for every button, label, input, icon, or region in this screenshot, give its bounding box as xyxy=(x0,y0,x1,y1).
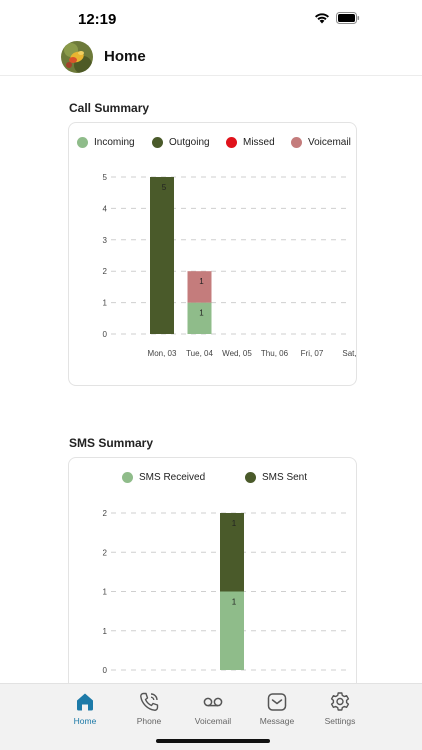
legend-missed[interactable]: Missed xyxy=(226,137,275,148)
call-summary-title: Call Summary xyxy=(69,101,150,115)
call-chart-data-label: 1 xyxy=(199,309,204,318)
call-chart-y-tick-label: 2 xyxy=(103,267,108,276)
call-chart-x-tick-label: Sat, xyxy=(342,349,356,358)
call-chart-x-tick-label: Wed, 05 xyxy=(222,349,252,358)
legend-sms-received-label: SMS Received xyxy=(139,472,206,483)
avatar[interactable] xyxy=(61,41,93,73)
tab-settings-label: Settings xyxy=(324,716,356,726)
call-chart-x-tick-label: Fri, 07 xyxy=(301,349,324,358)
call-chart-y-tick-label: 5 xyxy=(103,173,108,182)
call-chart-x-tick-label: Thu, 06 xyxy=(261,349,289,358)
tab-bar: Home Phone Voicemail Message Settings xyxy=(0,683,422,750)
tab-settings[interactable]: Settings xyxy=(308,684,372,734)
legend-sms-received-dot xyxy=(122,472,133,483)
legend-incoming-label: Incoming xyxy=(94,137,135,148)
gear-icon xyxy=(330,692,350,711)
sms-chart-bar-sms-sent xyxy=(220,513,244,592)
call-chart-x-tick-label: Mon, 03 xyxy=(148,349,177,358)
avatar-image xyxy=(61,41,93,73)
tab-home[interactable]: Home xyxy=(53,684,117,734)
tab-voicemail-label: Voicemail xyxy=(194,716,232,726)
app-header: Home xyxy=(0,38,422,76)
sms-chart-y-tick-label: 1 xyxy=(103,627,108,636)
legend-voicemail-label: Voicemail xyxy=(308,137,351,148)
call-summary-chart: 0 1 2 3 4 5 Mon, 03 Tue, 04 Wed, 05 Thu, 06 Fri, 0… xyxy=(103,173,357,358)
call-chart-y-tick-label: 1 xyxy=(103,299,108,308)
tab-voicemail[interactable]: Voicemail xyxy=(181,684,245,734)
legend-sms-sent-dot xyxy=(245,472,256,483)
legend-outgoing-label: Outgoing xyxy=(169,137,210,148)
sms-chart-y-tick-label: 2 xyxy=(103,509,108,518)
call-summary-card: Incoming Outgoing Missed Voicemail 0 1 2 3 4… xyxy=(68,122,357,386)
legend-sms-sent[interactable]: SMS Sent xyxy=(245,472,307,483)
tab-phone[interactable]: Phone xyxy=(117,684,181,734)
sms-chart-y-tick-label: 1 xyxy=(103,588,108,597)
voicemail-icon xyxy=(203,697,223,707)
home-icon xyxy=(77,693,93,711)
phone-icon xyxy=(140,692,159,711)
tab-home-label: Home xyxy=(73,716,97,726)
call-chart-data-label: 5 xyxy=(162,183,167,192)
message-icon xyxy=(267,693,287,711)
tab-message[interactable]: Message xyxy=(245,684,309,734)
sms-chart-y-tick-label: 2 xyxy=(103,548,108,557)
legend-sms-received[interactable]: SMS Received xyxy=(122,472,205,483)
wifi-icon xyxy=(315,13,329,24)
page-title: Home xyxy=(104,48,146,65)
call-chart-bar-incoming xyxy=(187,302,212,334)
tab-message-label: Message xyxy=(259,716,295,726)
legend-missed-dot xyxy=(226,137,237,148)
sms-chart-data-label: 1 xyxy=(232,519,237,528)
call-chart-x-tick-label: Tue, 04 xyxy=(186,349,213,358)
call-chart-bar-voicemail xyxy=(187,271,212,303)
battery-icon xyxy=(336,12,360,24)
legend-voicemail-dot xyxy=(291,137,302,148)
call-chart-y-tick-label: 3 xyxy=(103,236,108,245)
sms-chart-bar-sms-received xyxy=(220,591,244,670)
legend-outgoing-dot xyxy=(152,137,163,148)
home-indicator xyxy=(156,739,270,743)
legend-sms-sent-label: SMS Sent xyxy=(262,472,308,483)
legend-missed-label: Missed xyxy=(243,137,275,148)
call-chart-data-label: 1 xyxy=(199,277,204,286)
sms-summary-title: SMS Summary xyxy=(69,436,154,450)
legend-incoming-dot xyxy=(77,137,88,148)
legend-incoming[interactable]: Incoming xyxy=(77,137,135,148)
legend-voicemail[interactable]: Voicemail xyxy=(291,137,351,148)
status-icons xyxy=(314,12,360,24)
sms-chart-y-tick-label: 0 xyxy=(103,666,108,675)
status-bar: 12:19 xyxy=(0,0,422,38)
sms-chart-data-label: 1 xyxy=(232,598,237,607)
call-chart-bar-outgoing xyxy=(150,177,174,334)
status-time: 12:19 xyxy=(78,11,117,28)
legend-outgoing[interactable]: Outgoing xyxy=(152,137,210,148)
call-chart-y-tick-label: 4 xyxy=(103,204,108,213)
tab-phone-label: Phone xyxy=(136,716,162,726)
call-chart-y-tick-label: 0 xyxy=(103,330,108,339)
